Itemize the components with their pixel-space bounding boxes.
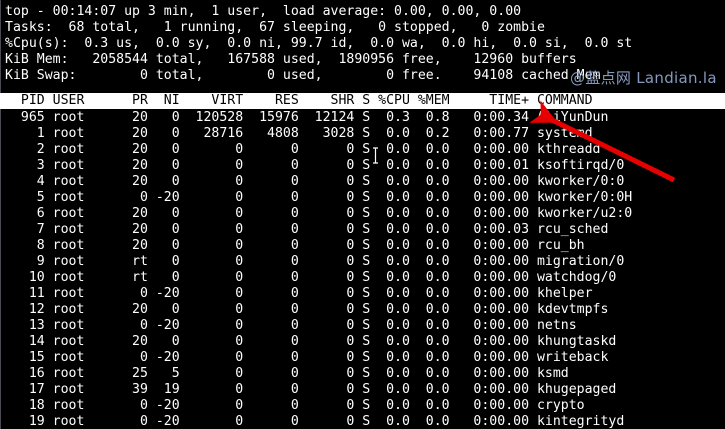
- process-row: 1 root 20 0 28716 4808 3028 S 0.0 0.2 0:…: [5, 126, 593, 141]
- process-row: 11 root 0 -20 0 0 0 S 0.0 0.0 0:00.00 kh…: [5, 286, 593, 301]
- process-table-column-header-text: PID USER PR NI VIRT RES SHR S %CPU %MEM …: [5, 93, 593, 108]
- process-row: 15 root 0 -20 0 0 0 S 0.0 0.0 0:00.00 wr…: [5, 350, 609, 365]
- process-row: 14 root 20 0 0 0 0 S 0.0 0.0 0:00.00 khu…: [5, 334, 617, 349]
- process-row: 13 root 0 -20 0 0 0 S 0.0 0.0 0:00.00 ne…: [5, 318, 577, 333]
- process-row: 7 root 20 0 0 0 0 S 0.0 0.0 0:00.03 rcu_…: [5, 222, 609, 237]
- process-row: 6 root 20 0 0 0 0 S 0.0 0.0 0:00.00 kwor…: [5, 206, 633, 221]
- summary-line-tasks: Tasks: 68 total, 1 running, 67 sleeping,…: [5, 20, 545, 35]
- process-row: 8 root 20 0 0 0 0 S 0.0 0.0 0:00.00 rcu_…: [5, 238, 585, 253]
- process-row: 9 root rt 0 0 0 0 S 0.0 0.0 0:00.00 migr…: [5, 254, 625, 269]
- summary-line-cpu: %Cpu(s): 0.3 us, 0.0 sy, 0.0 ni, 99.7 id…: [5, 36, 633, 51]
- summary-line-swap: KiB Swap: 0 total, 0 used, 0 free. 94108…: [5, 68, 601, 83]
- top-summary-block: top - 00:14:07 up 3 min, 1 user, load av…: [5, 4, 725, 84]
- summary-line-memory: KiB Mem: 2058544 total, 167588 used, 189…: [5, 52, 577, 67]
- process-row: 4 root 20 0 0 0 0 S 0.0 0.0 0:00.00 kwor…: [5, 174, 625, 189]
- process-row: 2 root 20 0 0 0 0 S 0.0 0.0 0:00.00 kthr…: [5, 142, 601, 157]
- watermark-landian: @蓝点网 Landian.la: [570, 69, 717, 87]
- process-row: 19 root 0 -20 0 0 0 S 0.0 0.0 0:00.00 ki…: [5, 414, 625, 429]
- process-row: 5 root 0 -20 0 0 0 S 0.0 0.0 0:00.00 kwo…: [5, 190, 633, 205]
- process-row: 10 root rt 0 0 0 0 S 0.0 0.0 0:00.00 wat…: [5, 270, 617, 285]
- process-row: 17 root 39 19 0 0 0 S 0.0 0.0 0:00.00 kh…: [5, 382, 617, 397]
- process-row: 12 root 20 0 0 0 0 S 0.0 0.0 0:00.00 kde…: [5, 302, 609, 317]
- process-row: 16 root 25 5 0 0 0 S 0.0 0.0 0:00.00 ksm…: [5, 366, 569, 381]
- process-row: 18 root 0 -20 0 0 0 S 0.0 0.0 0:00.00 cr…: [5, 398, 585, 413]
- process-table-column-header[interactable]: PID USER PR NI VIRT RES SHR S %CPU %MEM …: [0, 93, 725, 109]
- process-table-body: 965 root 20 0 120528 15976 12124 S 0.3 0…: [5, 110, 725, 429]
- process-row: 965 root 20 0 120528 15976 12124 S 0.3 0…: [5, 110, 609, 125]
- process-row: 3 root 20 0 0 0 0 S 0.0 0.0 0:00.01 ksof…: [5, 158, 625, 173]
- summary-line-uptime: top - 00:14:07 up 3 min, 1 user, load av…: [5, 4, 522, 19]
